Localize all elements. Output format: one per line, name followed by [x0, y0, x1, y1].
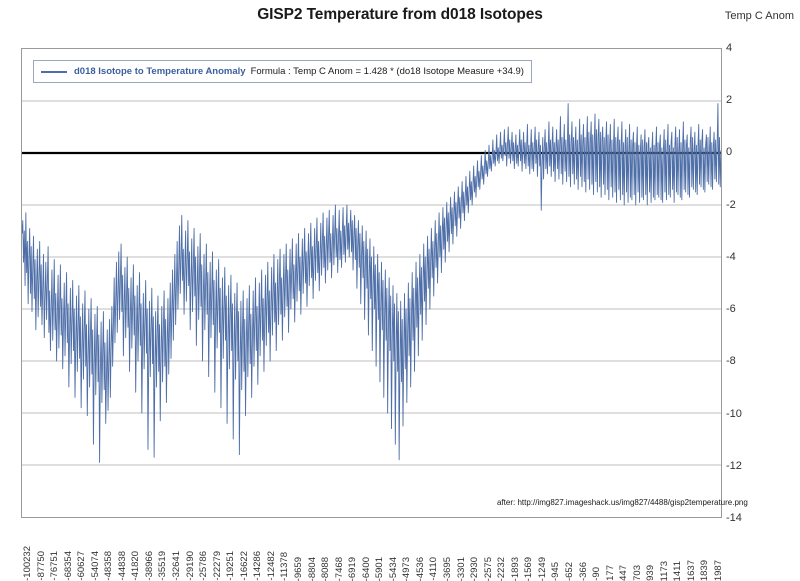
x-axis-tick-labels: -100232 -87750 -76751 -68354 -60627 -54074 -48…: [21, 521, 724, 581]
x-tick-label: 1411: [672, 560, 684, 581]
x-tick-label: -1249: [536, 556, 548, 581]
x-tick-label: 1987: [713, 559, 724, 581]
x-tick-label: 703: [631, 565, 643, 581]
x-tick-label: -60627: [76, 551, 88, 581]
x-tick-label: -5434: [387, 556, 399, 581]
x-tick-label: -7468: [333, 556, 345, 581]
legend-series-label: d018 Isotope to Temperature Anomaly: [74, 66, 246, 77]
x-tick-label: -8804: [306, 556, 318, 581]
y-tick-label: -4: [726, 250, 736, 263]
x-tick-label: -5901: [374, 556, 386, 581]
x-tick-label: -9659: [292, 556, 304, 581]
x-tick-label: -8088: [320, 556, 332, 581]
y-axis-tick-labels: 4 2 0 -2 -4 -6 -8 -10 -12 -14: [726, 0, 786, 581]
page-title: GISP2 Temperature from d018 Isotopes: [257, 6, 543, 23]
x-tick-label: -4973: [401, 556, 413, 581]
legend-line-swatch: [41, 70, 67, 73]
y-tick-label: -10: [726, 407, 742, 420]
y-tick-label: -12: [726, 459, 742, 472]
x-tick-label: -32641: [171, 551, 183, 581]
x-tick-label: -3695: [442, 556, 454, 581]
plot-svg: [22, 100, 721, 466]
x-tick-label: 447: [618, 565, 630, 581]
y-tick-label: -14: [726, 512, 742, 524]
x-tick-label: -14286: [252, 551, 264, 581]
x-tick-label: -366: [577, 561, 589, 581]
attribution-note: after: http://img827.imageshack.us/img82…: [497, 498, 748, 507]
x-tick-label: -35519: [157, 551, 169, 581]
x-tick-label: 1839: [699, 559, 711, 581]
x-tick-label: -4536: [414, 556, 426, 581]
x-tick-label: -22279: [211, 551, 223, 581]
x-tick-label: -19251: [225, 551, 237, 581]
y-tick-label: 0: [726, 146, 733, 159]
x-tick-label: -76751: [49, 551, 61, 581]
x-tick-label: -16622: [238, 551, 250, 581]
x-tick-label: -87750: [35, 551, 47, 581]
x-tick-label: 1173: [658, 560, 670, 581]
x-tick-label: 1637: [685, 559, 697, 581]
x-tick-label: -4110: [428, 557, 440, 581]
x-tick-label: -6919: [347, 556, 359, 581]
x-tick-label: -2575: [482, 556, 494, 581]
x-tick-label: -652: [563, 561, 575, 581]
x-tick-label: 939: [645, 565, 657, 581]
x-tick-label: -2232: [496, 556, 508, 581]
legend-formula-label: Formula : Temp C Anom = 1.428 * (do18 Is…: [250, 66, 524, 77]
x-tick-label: -1569: [523, 556, 535, 581]
y-tick-label: -2: [726, 198, 736, 211]
y-tick-label: 2: [726, 94, 733, 107]
x-tick-label: -12482: [265, 551, 277, 581]
x-tick-label: -54074: [89, 551, 101, 581]
x-tick-label: -41820: [130, 551, 142, 581]
x-tick-label: -3301: [455, 556, 467, 581]
x-tick-label: 177: [604, 565, 616, 581]
x-tick-label: -100232: [22, 546, 33, 581]
x-tick-label: -48358: [103, 551, 115, 581]
x-tick-label: -11378: [279, 552, 291, 581]
y-axis-unit-label: Temp C Anom: [724, 10, 794, 22]
y-tick-label: -8: [726, 355, 736, 368]
series-line-0: [22, 103, 721, 463]
y-tick-label: -6: [726, 303, 736, 316]
x-tick-label: -2930: [469, 556, 481, 581]
chart-legend: d018 Isotope to Temperature Anomaly Form…: [33, 60, 532, 83]
x-tick-label: -44838: [116, 551, 128, 581]
x-tick-label: -25786: [198, 551, 210, 581]
x-tick-label: -1893: [509, 556, 521, 581]
x-tick-label: -38966: [143, 551, 155, 581]
x-tick-label: -6400: [360, 556, 372, 581]
x-tick-label: -945: [550, 561, 562, 581]
x-tick-label: -68354: [62, 551, 74, 581]
x-tick-label: -90: [591, 567, 603, 581]
y-tick-label: 4: [726, 42, 733, 54]
x-tick-label: -29190: [184, 551, 196, 581]
plot-area: [21, 48, 722, 518]
